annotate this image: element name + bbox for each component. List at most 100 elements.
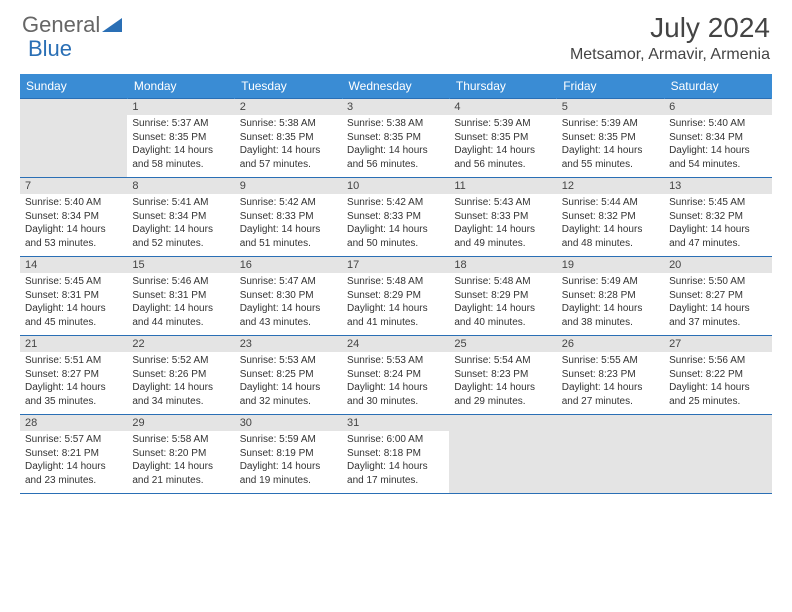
sunset-text: Sunset: 8:33 PM [347, 210, 444, 224]
day-number: 9 [235, 178, 342, 194]
day-number: 27 [664, 336, 771, 352]
daylight-text: Daylight: 14 hours and 40 minutes. [454, 302, 551, 329]
day-cell: 1Sunrise: 5:37 AMSunset: 8:35 PMDaylight… [127, 99, 234, 178]
day-data: Sunrise: 5:53 AMSunset: 8:24 PMDaylight:… [342, 352, 449, 414]
sunset-text: Sunset: 8:22 PM [669, 368, 766, 382]
day-number: 8 [127, 178, 234, 194]
sunrise-text: Sunrise: 5:47 AM [240, 275, 337, 289]
sunset-text: Sunset: 8:23 PM [562, 368, 659, 382]
daylight-text: Daylight: 14 hours and 38 minutes. [562, 302, 659, 329]
sunset-text: Sunset: 8:35 PM [562, 131, 659, 145]
daylight-text: Daylight: 14 hours and 54 minutes. [669, 144, 766, 171]
day-data: Sunrise: 5:42 AMSunset: 8:33 PMDaylight:… [342, 194, 449, 256]
sunset-text: Sunset: 8:18 PM [347, 447, 444, 461]
day-cell: 30Sunrise: 5:59 AMSunset: 8:19 PMDayligh… [235, 415, 342, 494]
day-cell: 26Sunrise: 5:55 AMSunset: 8:23 PMDayligh… [557, 336, 664, 415]
sunrise-text: Sunrise: 5:53 AM [240, 354, 337, 368]
day-data: Sunrise: 5:41 AMSunset: 8:34 PMDaylight:… [127, 194, 234, 256]
day-data: Sunrise: 5:46 AMSunset: 8:31 PMDaylight:… [127, 273, 234, 335]
sunrise-text: Sunrise: 5:50 AM [669, 275, 766, 289]
sunrise-text: Sunrise: 5:46 AM [132, 275, 229, 289]
day-cell: 13Sunrise: 5:45 AMSunset: 8:32 PMDayligh… [664, 178, 771, 257]
daylight-text: Daylight: 14 hours and 57 minutes. [240, 144, 337, 171]
day-cell: 5Sunrise: 5:39 AMSunset: 8:35 PMDaylight… [557, 99, 664, 178]
day-number: 4 [449, 99, 556, 115]
daylight-text: Daylight: 14 hours and 21 minutes. [132, 460, 229, 487]
title-block: July 2024 Metsamor, Armavir, Armenia [570, 12, 770, 64]
week-row: 14Sunrise: 5:45 AMSunset: 8:31 PMDayligh… [20, 257, 772, 336]
day-cell: 17Sunrise: 5:48 AMSunset: 8:29 PMDayligh… [342, 257, 449, 336]
day-cell [449, 415, 556, 494]
sunset-text: Sunset: 8:35 PM [240, 131, 337, 145]
daylight-text: Daylight: 14 hours and 27 minutes. [562, 381, 659, 408]
day-cell: 24Sunrise: 5:53 AMSunset: 8:24 PMDayligh… [342, 336, 449, 415]
day-data: Sunrise: 5:52 AMSunset: 8:26 PMDaylight:… [127, 352, 234, 414]
day-cell: 9Sunrise: 5:42 AMSunset: 8:33 PMDaylight… [235, 178, 342, 257]
sunrise-text: Sunrise: 5:43 AM [454, 196, 551, 210]
sunset-text: Sunset: 8:32 PM [562, 210, 659, 224]
daylight-text: Daylight: 14 hours and 58 minutes. [132, 144, 229, 171]
day-data: Sunrise: 5:40 AMSunset: 8:34 PMDaylight:… [664, 115, 771, 177]
sunrise-text: Sunrise: 5:44 AM [562, 196, 659, 210]
sunset-text: Sunset: 8:35 PM [347, 131, 444, 145]
sunset-text: Sunset: 8:35 PM [454, 131, 551, 145]
sunset-text: Sunset: 8:31 PM [25, 289, 122, 303]
daylight-text: Daylight: 14 hours and 41 minutes. [347, 302, 444, 329]
weekday-header-row: SundayMondayTuesdayWednesdayThursdayFrid… [20, 74, 772, 99]
sunrise-text: Sunrise: 5:51 AM [25, 354, 122, 368]
daylight-text: Daylight: 14 hours and 56 minutes. [454, 144, 551, 171]
day-cell: 7Sunrise: 5:40 AMSunset: 8:34 PMDaylight… [20, 178, 127, 257]
day-number: 16 [235, 257, 342, 273]
day-number: 21 [20, 336, 127, 352]
daylight-text: Daylight: 14 hours and 47 minutes. [669, 223, 766, 250]
day-data: Sunrise: 6:00 AMSunset: 8:18 PMDaylight:… [342, 431, 449, 493]
day-number: 29 [127, 415, 234, 431]
daylight-text: Daylight: 14 hours and 29 minutes. [454, 381, 551, 408]
day-number: 6 [664, 99, 771, 115]
day-number: 30 [235, 415, 342, 431]
sunrise-text: Sunrise: 5:59 AM [240, 433, 337, 447]
logo-text-blue: Blue [28, 36, 72, 62]
sunrise-text: Sunrise: 5:54 AM [454, 354, 551, 368]
daylight-text: Daylight: 14 hours and 56 minutes. [347, 144, 444, 171]
daylight-text: Daylight: 14 hours and 49 minutes. [454, 223, 551, 250]
daylight-text: Daylight: 14 hours and 34 minutes. [132, 381, 229, 408]
daylight-text: Daylight: 14 hours and 48 minutes. [562, 223, 659, 250]
day-number: 3 [342, 99, 449, 115]
week-row: 1Sunrise: 5:37 AMSunset: 8:35 PMDaylight… [20, 99, 772, 178]
sunset-text: Sunset: 8:21 PM [25, 447, 122, 461]
sunrise-text: Sunrise: 5:40 AM [25, 196, 122, 210]
sunrise-text: Sunrise: 5:48 AM [454, 275, 551, 289]
day-data: Sunrise: 5:39 AMSunset: 8:35 PMDaylight:… [557, 115, 664, 177]
day-data: Sunrise: 5:53 AMSunset: 8:25 PMDaylight:… [235, 352, 342, 414]
weekday-header: Friday [557, 74, 664, 99]
weekday-header: Thursday [449, 74, 556, 99]
day-number: 17 [342, 257, 449, 273]
sunset-text: Sunset: 8:32 PM [669, 210, 766, 224]
sunset-text: Sunset: 8:24 PM [347, 368, 444, 382]
logo: General [22, 12, 122, 38]
sunset-text: Sunset: 8:27 PM [25, 368, 122, 382]
sunrise-text: Sunrise: 5:39 AM [562, 117, 659, 131]
day-cell: 6Sunrise: 5:40 AMSunset: 8:34 PMDaylight… [664, 99, 771, 178]
day-data: Sunrise: 5:54 AMSunset: 8:23 PMDaylight:… [449, 352, 556, 414]
day-empty [449, 415, 556, 431]
day-cell: 23Sunrise: 5:53 AMSunset: 8:25 PMDayligh… [235, 336, 342, 415]
weekday-header: Wednesday [342, 74, 449, 99]
day-number: 14 [20, 257, 127, 273]
week-row: 21 Sunrise: 5:51 AMSunset: 8:27 PM Dayligh… [20, 336, 772, 415]
day-data: Sunrise: 5:49 AMSunset: 8:28 PMDaylight:… [557, 273, 664, 335]
day-data: Sunrise: 5:48 AMSunset: 8:29 PMDaylight:… [449, 273, 556, 335]
day-cell: 12Sunrise: 5:44 AMSunset: 8:32 PMDayligh… [557, 178, 664, 257]
day-cell [664, 415, 771, 494]
day-cell: 25Sunrise: 5:54 AMSunset: 8:23 PMDayligh… [449, 336, 556, 415]
day-empty [557, 415, 664, 431]
day-cell: 21Sunrise: 5:51 AMSunset: 8:27 PMDayligh… [20, 336, 127, 415]
day-data: Sunrise: 5:58 AMSunset: 8:20 PMDaylight:… [127, 431, 234, 493]
daylight-text: Daylight: 14 hours and 30 minutes. [347, 381, 444, 408]
day-data: Sunrise: 5:55 AMSunset: 8:23 PMDaylight:… [557, 352, 664, 414]
daylight-text: Daylight: 14 hours and 23 minutes. [25, 460, 122, 487]
sunset-text: Sunset: 8:31 PM [132, 289, 229, 303]
day-data: Sunrise: 5:44 AMSunset: 8:32 PMDaylight:… [557, 194, 664, 256]
sunrise-text: Sunrise: 5:55 AM [562, 354, 659, 368]
